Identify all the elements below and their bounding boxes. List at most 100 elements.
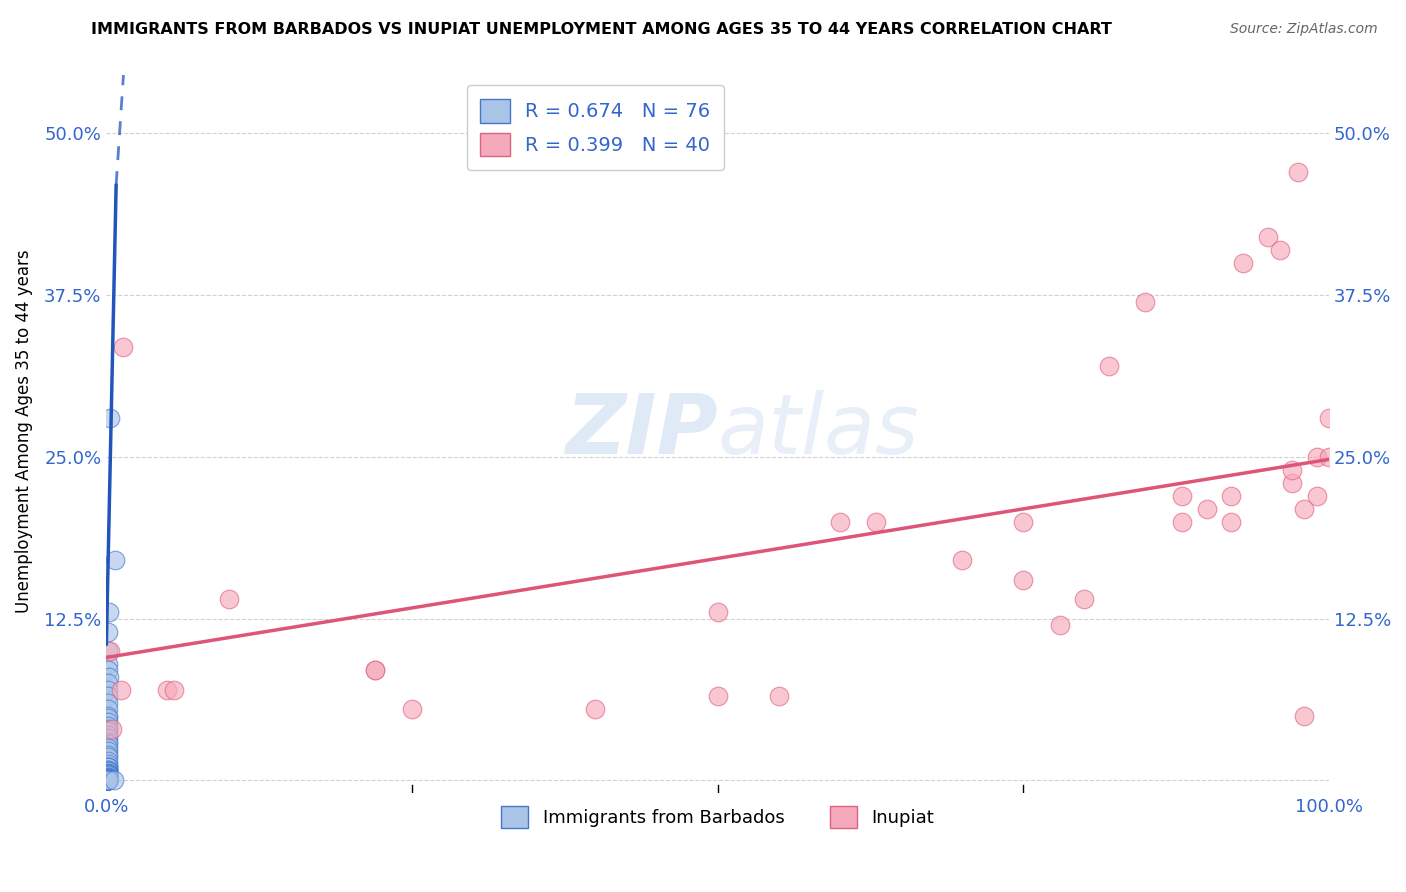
Point: [112, 340, 135, 354]
Point: [1195, 501, 1218, 516]
Point: [97, 737, 120, 751]
Point: [768, 690, 790, 704]
Point: [950, 553, 973, 567]
Point: [364, 664, 387, 678]
Point: [1012, 515, 1035, 529]
Point: [97, 756, 120, 771]
Point: [97, 728, 120, 742]
Point: [97, 690, 120, 704]
Point: [97, 760, 120, 774]
Point: [1232, 255, 1254, 269]
Point: [97, 741, 120, 756]
Point: [97, 670, 120, 684]
Point: [828, 515, 851, 529]
Point: [97, 624, 120, 639]
Point: [97, 644, 120, 658]
Point: [1171, 489, 1194, 503]
Point: [97, 767, 120, 781]
Point: [97, 696, 120, 710]
Point: [162, 682, 184, 697]
Point: [1073, 592, 1095, 607]
Point: [97, 702, 120, 716]
Point: [706, 605, 728, 619]
Point: [97, 773, 120, 788]
Point: [97, 715, 120, 730]
Point: [97, 773, 120, 788]
Point: [101, 722, 124, 736]
Point: [103, 773, 125, 788]
Point: [97, 763, 120, 777]
Point: [97, 772, 120, 786]
Point: [1098, 359, 1121, 374]
Point: [97, 750, 120, 764]
Point: [97, 760, 120, 774]
Point: [97, 773, 120, 788]
Point: [97, 773, 120, 788]
Point: [1220, 515, 1243, 529]
Legend: Immigrants from Barbados, Inupiat: Immigrants from Barbados, Inupiat: [494, 798, 941, 835]
Point: [97, 773, 120, 788]
Point: [1294, 501, 1316, 516]
Point: [97, 764, 120, 779]
Point: [97, 773, 120, 788]
Point: [1220, 489, 1243, 503]
Point: [104, 553, 127, 567]
Point: [97, 724, 120, 739]
Point: [218, 592, 240, 607]
Point: [1281, 475, 1303, 490]
Point: [97, 773, 120, 788]
Point: [1268, 243, 1291, 257]
Point: [97, 772, 120, 786]
Point: [1305, 450, 1327, 464]
Point: [97, 767, 120, 781]
Point: [97, 708, 120, 723]
Point: [97, 773, 120, 788]
Point: [97, 771, 120, 785]
Point: [97, 770, 120, 784]
Point: [97, 765, 120, 780]
Point: [97, 682, 120, 697]
Point: [97, 722, 120, 736]
Point: [97, 711, 120, 725]
Point: [97, 764, 120, 779]
Point: [97, 773, 120, 788]
Point: [97, 676, 120, 690]
Point: [97, 773, 120, 788]
Point: [110, 682, 132, 697]
Point: [97, 605, 120, 619]
Point: [97, 773, 120, 788]
Point: [97, 773, 120, 788]
Point: [1305, 489, 1327, 503]
Point: [401, 702, 423, 716]
Y-axis label: Unemployment Among Ages 35 to 44 years: Unemployment Among Ages 35 to 44 years: [15, 249, 32, 613]
Point: [97, 765, 120, 780]
Point: [97, 754, 120, 768]
Point: [97, 734, 120, 748]
Point: [1135, 294, 1157, 309]
Point: [865, 515, 887, 529]
Point: [97, 773, 120, 788]
Point: [97, 773, 120, 788]
Point: [97, 747, 120, 762]
Point: [156, 682, 179, 697]
Point: [1317, 450, 1340, 464]
Point: [1317, 411, 1340, 425]
Point: [1049, 618, 1071, 632]
Point: [364, 664, 387, 678]
Point: [97, 760, 120, 774]
Point: [583, 702, 606, 716]
Point: [98, 411, 121, 425]
Point: [97, 763, 120, 777]
Text: atlas: atlas: [717, 391, 920, 472]
Point: [97, 773, 120, 788]
Point: [1286, 165, 1309, 179]
Point: [1281, 463, 1303, 477]
Point: [97, 773, 120, 788]
Point: [97, 773, 120, 788]
Point: [97, 772, 120, 786]
Point: [706, 690, 728, 704]
Point: [97, 773, 120, 788]
Point: [97, 773, 120, 788]
Point: [97, 719, 120, 733]
Point: [97, 771, 120, 785]
